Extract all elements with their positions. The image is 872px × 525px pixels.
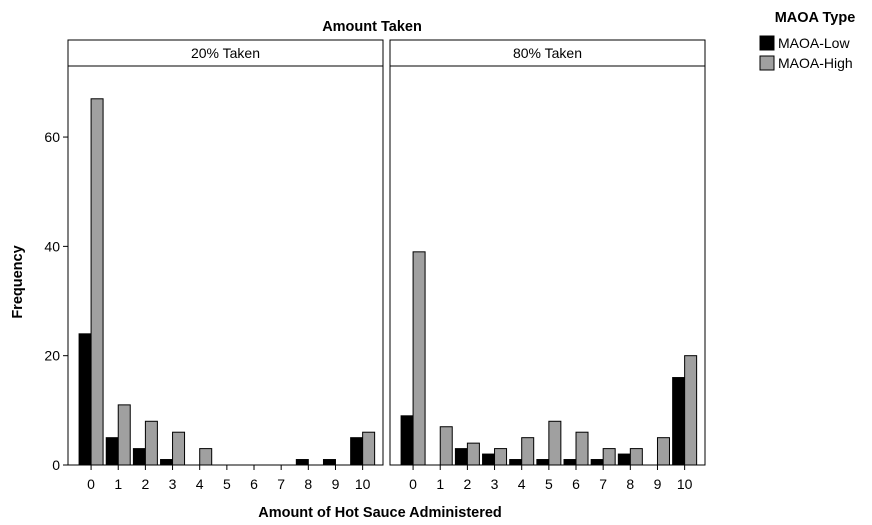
panel-frame — [67, 65, 384, 466]
x-tick-label: 3 — [169, 476, 177, 492]
legend-swatch-maoa-low — [759, 35, 775, 51]
panel-header — [389, 39, 706, 67]
bar-maoa-high — [656, 437, 670, 466]
x-tick-label: 8 — [304, 476, 312, 492]
x-tick-label: 9 — [332, 476, 340, 492]
bar-maoa-low — [295, 459, 309, 466]
bar-maoa-high — [117, 404, 131, 466]
bar-maoa-high — [172, 431, 186, 466]
chart-title: Amount Taken — [322, 19, 422, 35]
bar-maoa-high — [466, 442, 480, 466]
y-axis-label: Frequency — [10, 245, 26, 318]
panel-frame — [389, 65, 706, 466]
panel-header — [67, 39, 384, 67]
panels: 0 20 40 60 20% Taken 0 1 2 3 4 5 6 7 8 9 10 80% Taken 0 1 2… — [44, 39, 706, 492]
legend-title: MAOA Type — [775, 10, 856, 26]
bar-maoa-low — [482, 453, 496, 466]
x-tick-label: 2 — [141, 476, 149, 492]
legend-swatch-maoa-high — [759, 55, 775, 71]
bar-maoa-high — [144, 420, 158, 466]
x-tick-label: 0 — [87, 476, 95, 492]
bar-maoa-high — [684, 355, 698, 466]
bar-maoa-high — [575, 431, 589, 466]
bar-maoa-high — [90, 98, 104, 466]
x-tick-label: 1 — [436, 476, 444, 492]
bar-maoa-low — [132, 448, 146, 466]
bar-maoa-low — [350, 437, 364, 466]
x-tick-label: 5 — [545, 476, 553, 492]
x-axis-label: Amount of Hot Sauce Administered — [258, 505, 502, 521]
y-tick-label: 20 — [44, 348, 60, 364]
bar-maoa-low — [105, 437, 119, 466]
bar-maoa-low — [590, 459, 604, 466]
x-tick-label: 4 — [196, 476, 204, 492]
x-tick-label: 1 — [114, 476, 122, 492]
x-tick-label: 7 — [599, 476, 607, 492]
legend: MAOA Type MAOA-Low MAOA-High — [759, 10, 856, 71]
bar-maoa-low — [400, 415, 414, 466]
bar-maoa-low — [536, 459, 550, 466]
bar-maoa-high — [521, 437, 535, 466]
panel-title: 20% Taken — [191, 45, 260, 61]
x-tick-label: 8 — [626, 476, 634, 492]
legend-label-maoa-low: MAOA-Low — [778, 35, 850, 51]
bar-maoa-low — [78, 333, 92, 466]
bar-maoa-low — [454, 448, 468, 466]
x-tick-label: 2 — [463, 476, 471, 492]
x-tick-label: 10 — [677, 476, 693, 492]
y-tick-label: 40 — [44, 238, 60, 254]
x-tick-label: 4 — [518, 476, 526, 492]
bar-maoa-high — [199, 448, 213, 466]
bar-maoa-high — [439, 426, 453, 466]
bar-maoa-high — [548, 420, 562, 466]
y-tick-label: 60 — [44, 129, 60, 145]
x-tick-label: 10 — [355, 476, 371, 492]
bar-maoa-high — [362, 431, 376, 466]
bar-maoa-high — [629, 448, 643, 466]
x-tick-label: 6 — [250, 476, 258, 492]
bar-maoa-low — [509, 459, 523, 466]
y-tick-label: 0 — [52, 457, 60, 473]
bar-maoa-low — [160, 459, 174, 466]
x-tick-label: 0 — [409, 476, 417, 492]
legend-label-maoa-high: MAOA-High — [778, 55, 853, 71]
x-tick-label: 9 — [654, 476, 662, 492]
bar-maoa-low — [672, 377, 686, 466]
bar-maoa-low — [617, 453, 631, 466]
bar-maoa-low — [322, 459, 336, 466]
bar-maoa-high — [494, 448, 508, 466]
x-tick-label: 6 — [572, 476, 580, 492]
x-tick-label: 7 — [277, 476, 285, 492]
bar-maoa-high — [412, 251, 426, 466]
bar-maoa-low — [563, 459, 577, 466]
x-tick-label: 3 — [491, 476, 499, 492]
bar-maoa-high — [602, 448, 616, 466]
x-tick-label: 5 — [223, 476, 231, 492]
panel-title: 80% Taken — [513, 45, 582, 61]
